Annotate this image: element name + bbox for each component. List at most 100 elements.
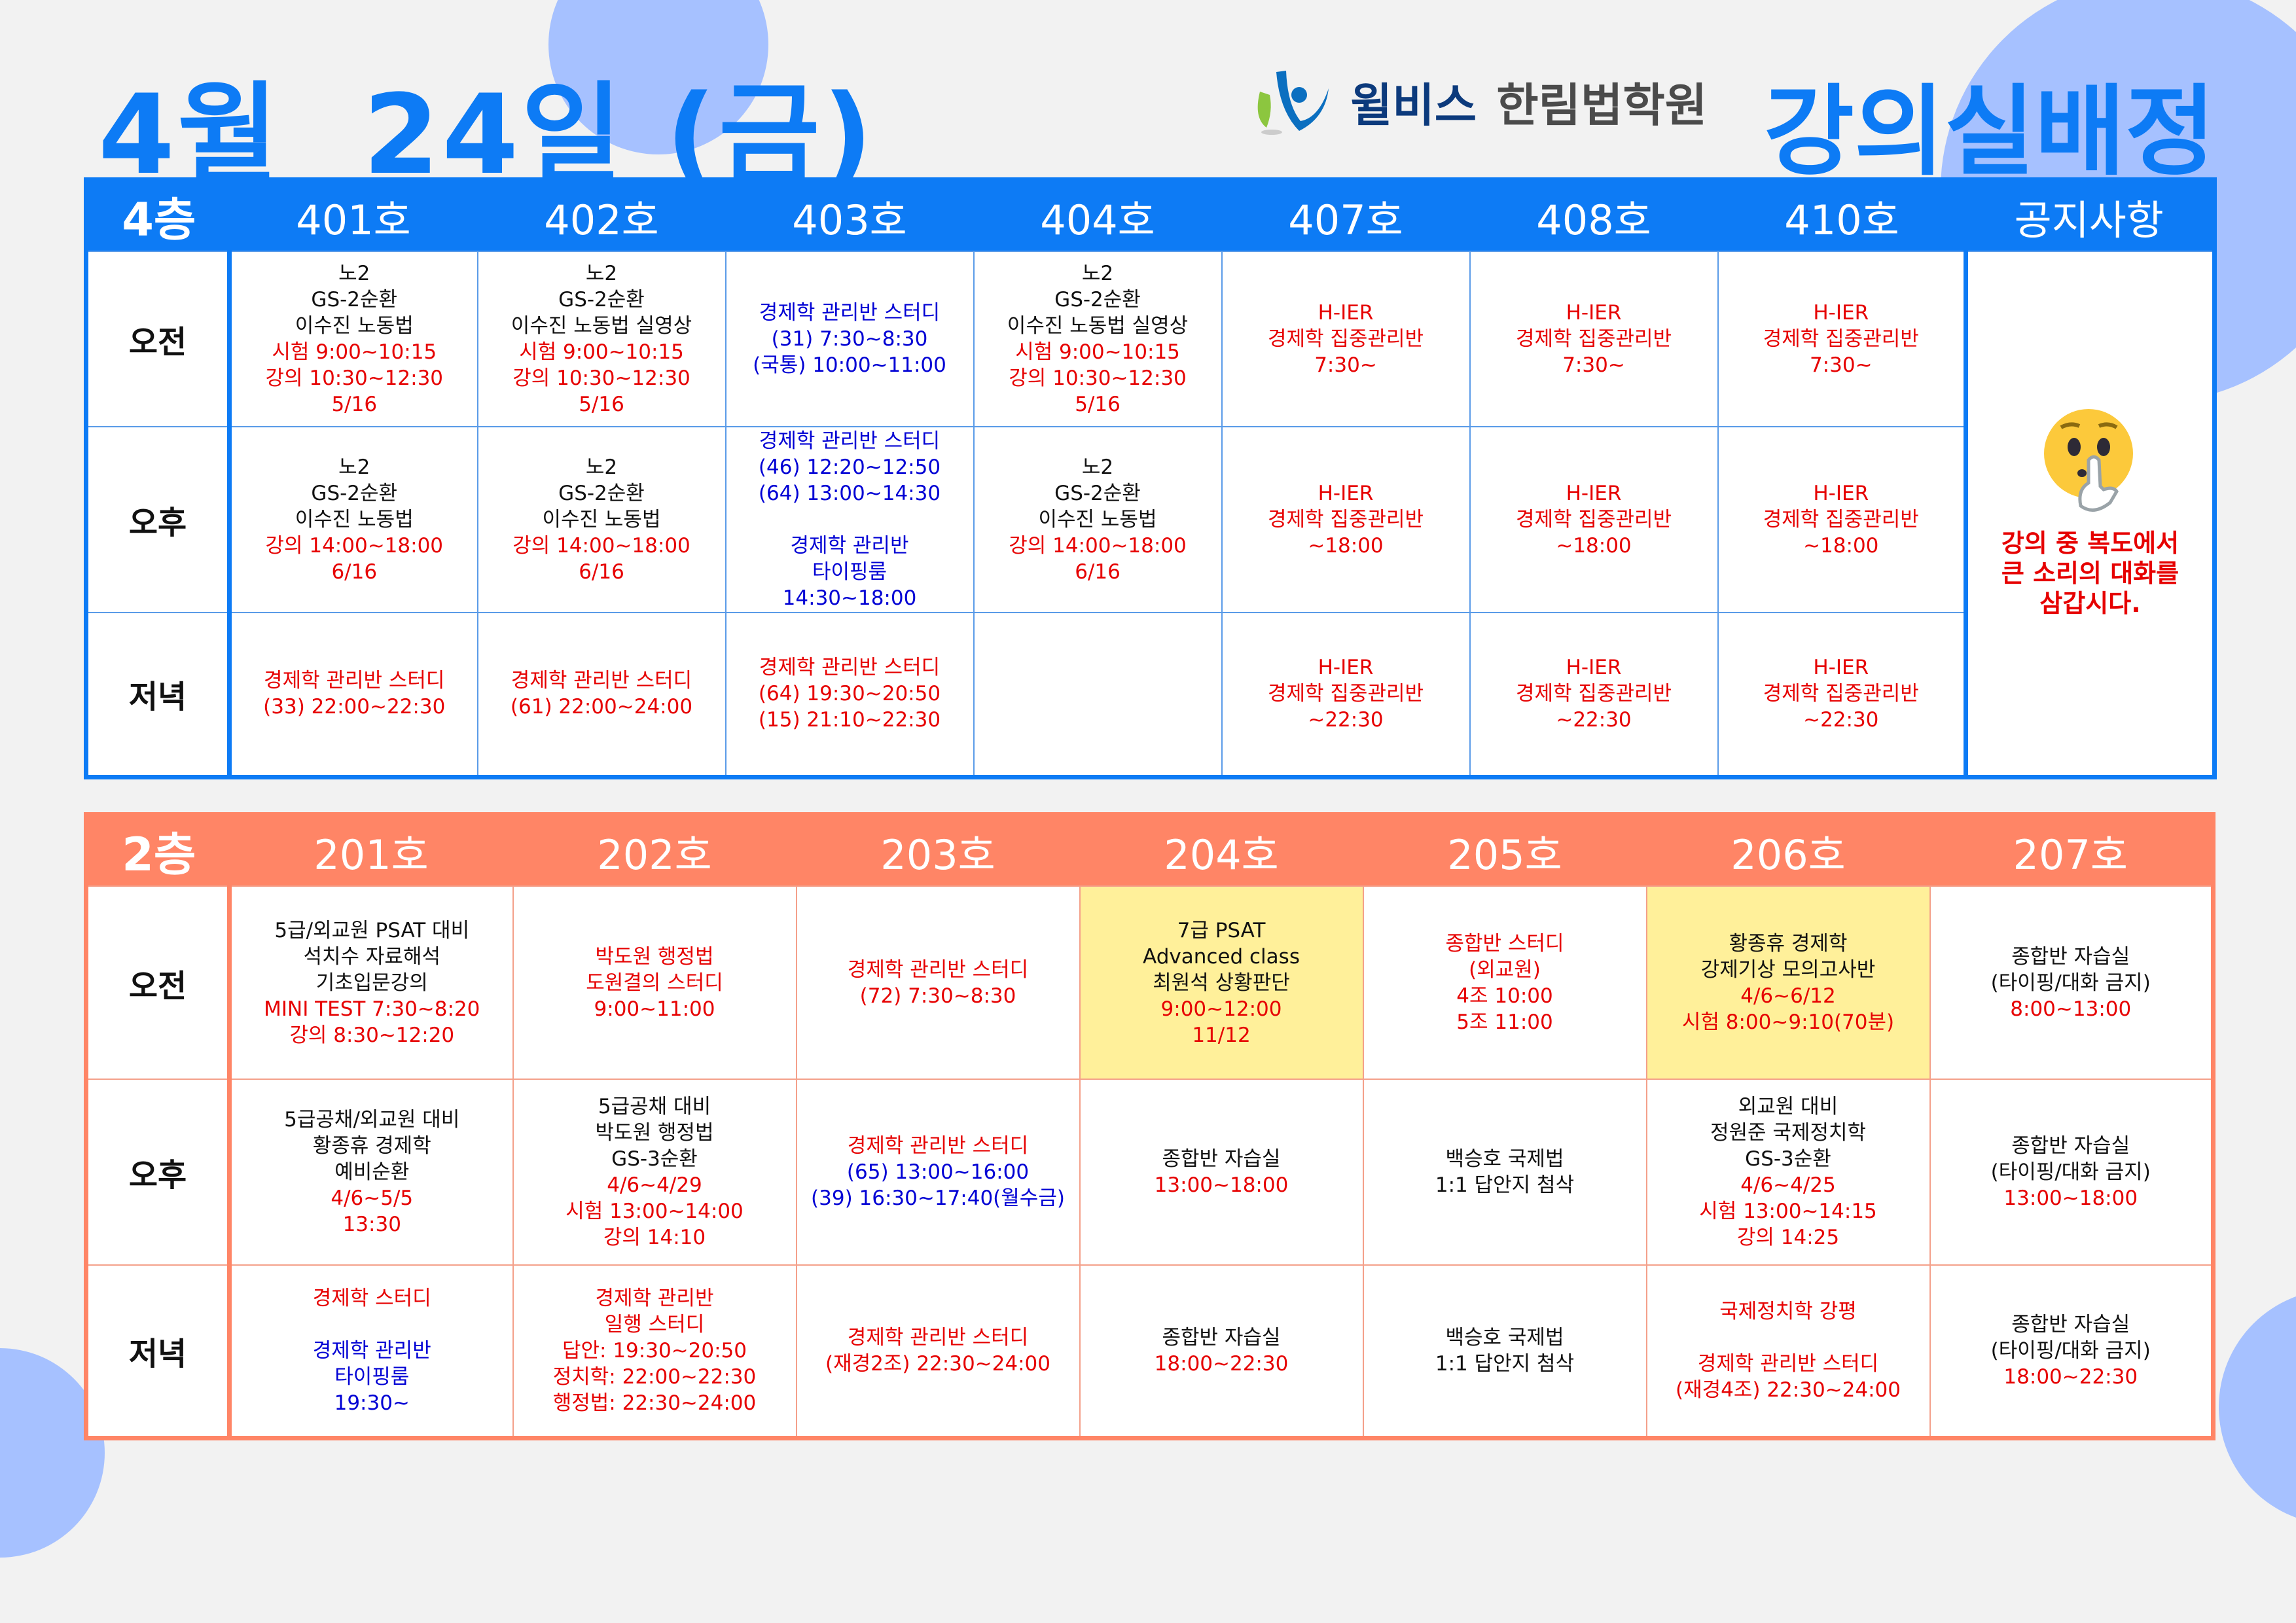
schedule-line: 강의 14:00~18:00 xyxy=(512,534,691,558)
schedule-line: H-IER xyxy=(1813,482,1869,505)
notice-text: 강의 중 복도에서 xyxy=(2001,529,2179,558)
schedule-cell: 종합반 자습실 (타이핑/대화 금지) 8:00~13:00 xyxy=(1929,885,2214,1080)
schedule-line: 5급공채 대비 xyxy=(598,1095,711,1118)
schedule-line: 5급/외교원 PSAT 대비 xyxy=(274,918,470,942)
schedule-line: 황종휴 경제학 xyxy=(312,1134,431,1158)
schedule-cell: H-IER 경제학 집중관리반 7:30~ xyxy=(1221,251,1471,427)
schedule-cell: 황종휴 경제학 강제기상 모의고사반 4/6~6/12 시험 8:00~9:10(70… xyxy=(1645,885,1931,1080)
header-row: 2층 201호 202호 203호 204호 205호 206호 207호 xyxy=(86,814,2214,886)
schedule-line: (타이핑/대화 금지) xyxy=(1990,1338,2151,1363)
floor-label: 4층 xyxy=(86,179,230,251)
schedule-line: 외교원 대비 xyxy=(1738,1095,1839,1118)
schedule-line: 11/12 xyxy=(1192,1023,1251,1047)
schedule-cell: H-IER 경제학 집중관리반 ~18:00 xyxy=(1717,426,1967,613)
schedule-line: GS-3순환 xyxy=(1745,1147,1831,1171)
schedule-line: H-IER xyxy=(1318,482,1374,505)
schedule-line: 9:00~11:00 xyxy=(594,997,715,1021)
table-row: 저녁 경제학 관리반 스터디 (33) 22:00~22:30 경제학 관리반 스터디… xyxy=(85,612,2215,777)
schedule-line: (72) 7:30~8:30 xyxy=(859,984,1016,1008)
schedule-line: 이수진 노동법 실영상 xyxy=(1007,314,1189,338)
schedule-line: 경제학 관리반 스터디 xyxy=(1697,1351,1879,1376)
room-header: 401호 xyxy=(229,179,478,251)
willbes-logo-icon xyxy=(1257,71,1329,135)
schedule-cell: 종합반 자습실 (타이핑/대화 금지) 18:00~22:30 xyxy=(1929,1264,2214,1438)
room-header: 203호 xyxy=(796,814,1080,886)
schedule-line: (타이핑/대화 금지) xyxy=(1990,971,2151,995)
schedule-line: 강의 14:00~18:00 xyxy=(265,534,444,558)
schedule-line: 노2 xyxy=(585,455,618,479)
room-header: 403호 xyxy=(725,179,974,251)
schedule-line: 4/6~5/5 xyxy=(331,1186,414,1210)
schedule-line: GS-2순환 xyxy=(311,288,398,312)
schedule-line: 시험 9:00~10:15 xyxy=(519,340,684,364)
schedule-line: (재경4조) 22:30~24:00 xyxy=(1676,1378,1901,1402)
schedule-cell: H-IER 경제학 집중관리반 ~22:30 xyxy=(1221,612,1471,777)
schedule-line: 황종휴 경제학 xyxy=(1729,931,1848,955)
schedule-cell: 종합반 스터디 (외교원) 4조 10:00 5조 11:00 xyxy=(1362,885,1647,1080)
schedule-line: 9:00~12:00 xyxy=(1160,997,1282,1021)
schedule-line: 13:00~18:00 xyxy=(1154,1173,1289,1197)
schedule-line: (외교원) xyxy=(1469,957,1541,982)
schedule-cell: 경제학 관리반 스터디 (31) 7:30~8:30 (국통) 10:00~11:0… xyxy=(725,251,975,427)
schedule-cell xyxy=(973,612,1223,777)
schedule-line: 경제학 관리반 xyxy=(595,1286,714,1310)
schedule-cell: 경제학 관리반 스터디 (61) 22:00~24:00 xyxy=(476,612,726,777)
schedule-line: 1:1 답안지 첨삭 xyxy=(1435,1173,1575,1197)
schedule-line: 경제학 관리반 스터디 xyxy=(264,669,445,693)
schedule-line: 백승호 국제법 xyxy=(1445,1147,1564,1171)
schedule-cell: 노2 GS-2순환 이수진 노동법 실영상 시험 9:00~10:15 강의 10:30… xyxy=(476,251,726,427)
table-row: 오전 노2 GS-2순환 이수진 노동법 시험 9:00~10:15 강의 10:30~1… xyxy=(85,251,2215,777)
schedule-line: 시험 9:00~10:15 xyxy=(1015,340,1180,364)
schedule-line: 강의 10:30~12:30 xyxy=(265,366,444,390)
schedule-line: 13:00~18:00 xyxy=(2003,1186,2138,1210)
schedule-cell: 박도원 행정법 도원결의 스터디 9:00~11:00 xyxy=(512,885,797,1080)
schedule-line: GS-2순환 xyxy=(558,482,645,505)
schedule-line: 4/6~4/29 xyxy=(607,1173,702,1197)
schedule-line: (64) 13:00~14:30 xyxy=(758,482,941,505)
academy-logo: 윌비스 한림법학원 xyxy=(1247,65,1707,137)
schedule-line: GS-2순환 xyxy=(311,482,398,505)
room-header: 407호 xyxy=(1221,179,1470,251)
schedule-cell: 경제학 관리반 스터디 (72) 7:30~8:30 xyxy=(795,885,1081,1080)
schedule-line: 노2 xyxy=(585,262,618,285)
room-header: 202호 xyxy=(512,814,797,886)
schedule-line: MINI TEST 7:30~8:20 xyxy=(264,997,480,1021)
schedule-line: 경제학 집중관리반 xyxy=(1515,682,1672,706)
line-gap xyxy=(729,507,971,533)
schedule-cell: 노2 GS-2순환 이수진 노동법 실영상 시험 9:00~10:15 강의 10:30… xyxy=(973,251,1223,427)
schedule-line: 이수진 노동법 실영상 xyxy=(511,314,692,338)
schedule-line: 5급공채/외교원 대비 xyxy=(284,1108,460,1132)
schedule-line: ~18:00 xyxy=(1556,534,1632,558)
schedule-line: 5/16 xyxy=(1075,393,1121,416)
schedule-line: 타이핑룸 xyxy=(812,560,888,584)
schedule-line: (39) 16:30~17:40(월수금) xyxy=(811,1186,1065,1210)
schedule-line: 시험 9:00~10:15 xyxy=(272,340,437,364)
schedule-line: 경제학 집중관리반 xyxy=(1763,327,1919,351)
time-slot-label: 오전 xyxy=(85,885,232,1080)
schedule-line: 6/16 xyxy=(579,560,624,584)
schedule-line: (46) 12:20~12:50 xyxy=(758,455,941,479)
schedule-line: 7급 PSAT xyxy=(1177,918,1266,942)
schedule-line: 경제학 집중관리반 xyxy=(1267,327,1424,351)
schedule-line: 석치수 자료해석 xyxy=(303,944,441,969)
notice-text: 삼갑시다. xyxy=(2039,589,2141,618)
schedule-line: (64) 19:30~20:50 xyxy=(758,682,941,706)
schedule-line: GS-2순환 xyxy=(1054,482,1141,505)
schedule-line: 강의 8:30~12:20 xyxy=(289,1023,455,1047)
schedule-line: 시험 13:00~14:00 xyxy=(565,1200,744,1223)
schedule-line: 노2 xyxy=(338,455,370,479)
emoji-wrapper xyxy=(1971,408,2210,522)
schedule-line: (재경2조) 22:30~24:00 xyxy=(825,1351,1050,1376)
schedule-cell: H-IER 경제학 집중관리반 ~22:30 xyxy=(1469,612,1719,777)
time-slot-label: 저녁 xyxy=(85,612,232,777)
schedule-cell: H-IER 경제학 집중관리반 ~18:00 xyxy=(1221,426,1471,613)
schedule-line: 경제학 관리반 스터디 xyxy=(759,656,941,680)
schedule-line: H-IER xyxy=(1813,656,1869,680)
schedule-line: 7:30~ xyxy=(1562,353,1625,377)
schedule-line: (15) 21:10~22:30 xyxy=(758,708,941,732)
schedule-cell: 경제학 스터디 경제학 관리반 타이핑룸 19:30~ xyxy=(228,1264,514,1438)
schedule-line: 박도원 행정법 xyxy=(595,1121,714,1145)
schedule-line: (타이핑/대화 금지) xyxy=(1990,1160,2151,1184)
schedule-line: H-IER xyxy=(1318,301,1374,325)
schedule-line: 시험 8:00~9:10(70분) xyxy=(1681,1010,1895,1034)
